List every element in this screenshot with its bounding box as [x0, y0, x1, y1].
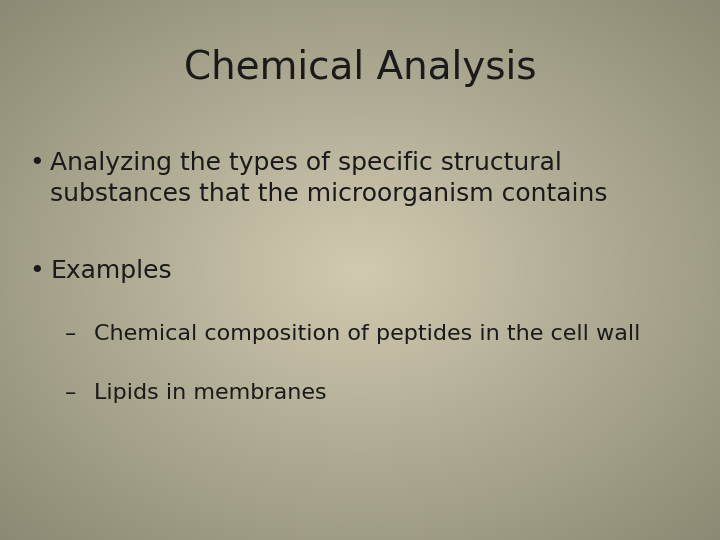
- Text: •: •: [29, 151, 43, 175]
- Text: Lipids in membranes: Lipids in membranes: [94, 383, 326, 403]
- Text: •: •: [29, 259, 43, 283]
- Text: –: –: [65, 383, 76, 403]
- Text: Chemical Analysis: Chemical Analysis: [184, 49, 536, 86]
- Text: Chemical composition of peptides in the cell wall: Chemical composition of peptides in the …: [94, 324, 640, 344]
- Text: –: –: [65, 324, 76, 344]
- Text: Examples: Examples: [50, 259, 172, 283]
- Text: Analyzing the types of specific structural
substances that the microorganism con: Analyzing the types of specific structur…: [50, 151, 608, 206]
